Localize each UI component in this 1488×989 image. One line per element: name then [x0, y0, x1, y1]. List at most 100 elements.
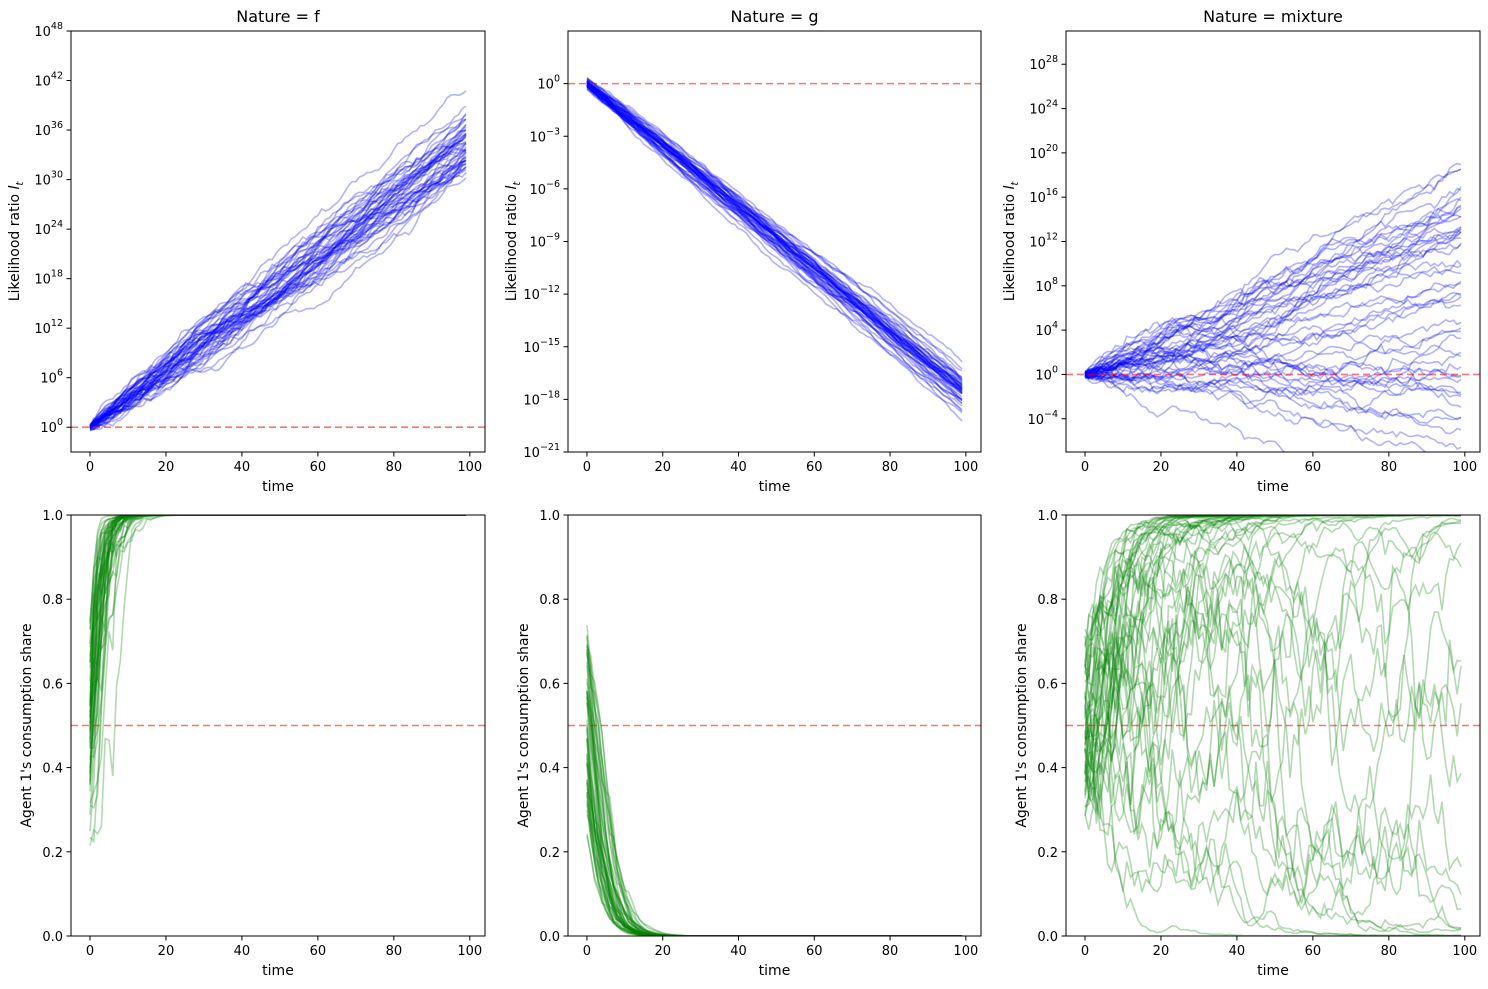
y-tick-label: 0.8	[539, 593, 560, 608]
y-tick-label: 0.6	[42, 677, 63, 692]
series-line	[586, 84, 963, 385]
series-line	[586, 79, 963, 372]
series-line	[1084, 292, 1462, 373]
series-line	[1084, 282, 1462, 376]
x-tick-label: 80	[386, 944, 403, 959]
series-line	[586, 696, 963, 936]
series-line	[89, 515, 467, 786]
series-line	[89, 114, 467, 429]
x-tick-label: 0	[583, 944, 591, 959]
series-line	[89, 143, 467, 427]
y-tick-label: 1.0	[539, 509, 560, 524]
series-line	[89, 135, 467, 427]
y-tick-label: 100	[1035, 364, 1058, 383]
series-line	[89, 128, 467, 427]
series-line	[1084, 655, 1462, 908]
series-line	[586, 691, 963, 936]
series-line	[89, 515, 467, 731]
y-tick-label: 10−3	[529, 126, 560, 145]
series-line	[89, 515, 467, 707]
x-tick-label: 80	[1381, 944, 1398, 959]
series-line	[89, 142, 467, 427]
series-line	[1084, 374, 1428, 452]
series-line	[89, 160, 467, 429]
series-line	[1084, 186, 1462, 378]
y-tick-label: 104	[1035, 320, 1058, 339]
x-axis-label: time	[1257, 963, 1289, 979]
series-line	[89, 515, 467, 689]
series-line	[89, 515, 467, 657]
series-line	[586, 835, 963, 936]
series-line	[1084, 601, 1462, 934]
series-line	[1084, 515, 1462, 753]
series-line	[89, 159, 467, 428]
series-line	[89, 515, 467, 663]
series-line	[89, 515, 467, 707]
series-line	[1084, 231, 1462, 384]
series-line	[586, 81, 963, 395]
series-line	[586, 84, 963, 390]
series-line	[586, 737, 963, 936]
series-line	[89, 515, 467, 684]
series-line	[1084, 196, 1462, 381]
series-line	[586, 727, 963, 936]
series-line	[586, 79, 963, 400]
series-line	[586, 83, 963, 394]
axes-frame	[1065, 514, 1481, 937]
plot-area	[1084, 162, 1462, 452]
series-line	[586, 81, 963, 389]
series-line	[89, 118, 467, 428]
series-line	[1084, 231, 1462, 375]
series-line	[89, 515, 467, 718]
series-line	[1084, 594, 1462, 911]
y-tick-label: 0.2	[42, 846, 63, 861]
y-tick-label: 1024	[1029, 99, 1058, 118]
series-line	[586, 80, 963, 388]
series-line	[1084, 362, 1462, 396]
series-line	[586, 78, 963, 412]
x-axis-label: time	[1257, 479, 1289, 495]
series-line	[586, 79, 963, 382]
y-tick-label: 10−21	[523, 442, 560, 461]
series-line	[586, 724, 963, 936]
series-line	[586, 764, 963, 936]
y-tick-label: 0.6	[539, 677, 560, 692]
series-line	[586, 804, 963, 936]
series-line	[1084, 515, 1462, 801]
y-tick-label: 0.4	[539, 762, 560, 777]
subplot-3: 0 20 40 60 80 100 10−4 100 104 108 1012 1016 1020 102…	[1002, 7, 1481, 495]
series-line	[1084, 515, 1462, 806]
series-line	[89, 149, 467, 430]
series-line	[586, 78, 963, 379]
y-tick-label: 1.0	[1037, 509, 1058, 524]
x-axis-label: time	[262, 963, 294, 979]
series-line	[586, 80, 963, 392]
series-line	[586, 779, 963, 936]
series-line	[89, 515, 467, 748]
x-tick-label: 0	[1081, 944, 1089, 959]
y-tick-label: 0.4	[1037, 762, 1058, 777]
series-line	[89, 515, 467, 744]
series-line	[1084, 242, 1462, 379]
series-line	[586, 648, 963, 936]
series-line	[89, 515, 467, 846]
series-line	[89, 90, 467, 427]
series-line	[586, 86, 963, 398]
series-line	[1084, 345, 1462, 384]
series-line	[586, 79, 963, 390]
series-line	[586, 703, 963, 936]
series-line	[89, 515, 467, 792]
series-line	[1084, 371, 1462, 421]
plot-area	[586, 76, 963, 422]
series-line	[1084, 243, 1462, 377]
series-line	[1084, 347, 1462, 408]
y-tick-label: 0.0	[42, 930, 63, 945]
series-line	[1084, 260, 1462, 376]
y-tick-label: 10−18	[523, 389, 560, 408]
series-line	[1084, 280, 1462, 374]
series-line	[89, 515, 467, 663]
y-tick-label: 0.2	[1037, 846, 1058, 861]
y-tick-label: 1012	[34, 318, 63, 337]
series-line	[586, 82, 963, 386]
